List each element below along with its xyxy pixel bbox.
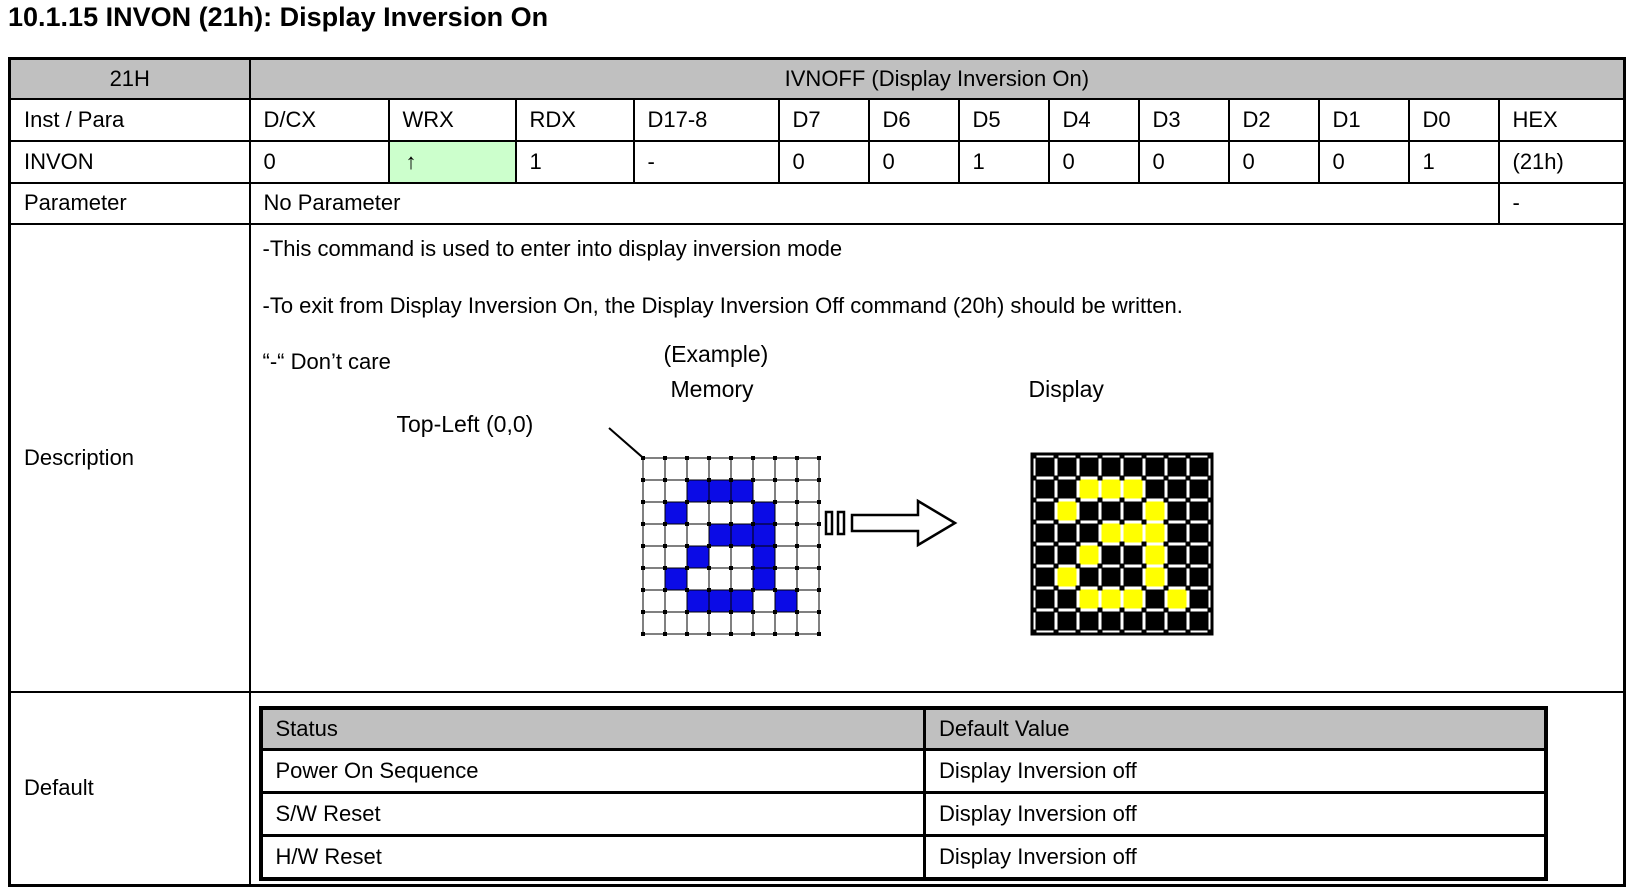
status-cell: Power On Sequence	[259, 748, 926, 795]
default-content-cell: Status Default Value Power On Sequence D…	[248, 690, 1626, 887]
col-header-d6: D6	[867, 97, 960, 142]
command-name-cell: IVNOFF (Display Inversion On)	[248, 57, 1626, 100]
col-header-d7: D7	[777, 97, 870, 142]
invon-bit-d1: 0	[1317, 139, 1410, 184]
default-value-cell: Display Inversion off	[923, 748, 1547, 795]
inversion-arrow-icon	[823, 497, 958, 549]
invon-bit-d5: 1	[957, 139, 1050, 184]
page-title: 10.1.15 INVON (21h): Display Inversion O…	[8, 2, 549, 32]
table-row: Power On Sequence Display Inversion off	[259, 748, 1547, 795]
column-header-row: Inst / Para D/CX WRX RDX D17-8 D7 D6 D5 …	[8, 97, 1626, 142]
invon-rdx-cell: 1	[514, 139, 635, 184]
col-header-d0: D0	[1407, 97, 1500, 142]
table-row: S/W Reset Display Inversion off	[259, 791, 1547, 838]
invon-wrx-cell: ↑	[387, 139, 517, 184]
command-header-row: 21H IVNOFF (Display Inversion On)	[8, 57, 1626, 100]
default-label-cell: Default	[8, 690, 251, 887]
default-value-cell: Display Inversion off	[923, 791, 1547, 838]
status-cell: S/W Reset	[259, 791, 926, 838]
invon-d17-8-cell: -	[632, 139, 780, 184]
col-header-d2: D2	[1227, 97, 1320, 142]
invon-label-cell: INVON	[8, 139, 251, 184]
parameter-label-cell: Parameter	[8, 181, 251, 225]
invon-dcx-cell: 0	[248, 139, 390, 184]
description-row: Description -This command is used to ent…	[8, 222, 1626, 693]
description-line-1: -This command is used to enter into disp…	[262, 235, 843, 261]
description-line-2: -To exit from Display Inversion On, the …	[262, 292, 1183, 318]
col-header-d3: D3	[1137, 97, 1230, 142]
top-left-origin-label: Top-Left (0,0)	[396, 410, 534, 437]
parameter-row: Parameter No Parameter -	[8, 181, 1626, 225]
col-header-wrx: WRX	[387, 97, 517, 142]
parameter-hex-cell: -	[1497, 181, 1626, 225]
description-content-cell: -This command is used to enter into disp…	[248, 222, 1626, 693]
parameter-value-cell: No Parameter	[248, 181, 1500, 225]
default-table-header-row: Status Default Value	[259, 706, 1547, 752]
default-value-header-cell: Default Value	[923, 706, 1547, 752]
description-label-cell: Description	[8, 222, 251, 693]
example-label: (Example)	[663, 340, 769, 367]
command-table: 21H IVNOFF (Display Inversion On) Inst /…	[8, 57, 1627, 887]
invon-bit-d3: 0	[1137, 139, 1230, 184]
table-row: H/W Reset Display Inversion off	[259, 834, 1547, 881]
invon-bit-d0: 1	[1407, 139, 1500, 184]
invon-row: INVON 0 ↑ 1 - 0 0 1 0 0 0 0 1 (21h)	[8, 139, 1626, 184]
rising-edge-arrow-icon: ↑	[405, 148, 417, 174]
default-values-table: Status Default Value Power On Sequence D…	[258, 705, 1548, 881]
status-cell: H/W Reset	[259, 834, 926, 881]
display-pixel-grid	[1029, 451, 1214, 636]
invon-bit-d7: 0	[777, 139, 870, 184]
display-label: Display	[1028, 375, 1104, 402]
invon-hex-cell: (21h)	[1497, 139, 1626, 184]
col-header-rdx: RDX	[514, 97, 635, 142]
col-header-d17-8: D17-8	[632, 97, 780, 142]
default-value-cell: Display Inversion off	[923, 834, 1547, 881]
command-code-cell: 21H	[8, 57, 251, 100]
dont-care-note: “-“ Don’t care	[262, 348, 391, 374]
memory-pixel-grid	[639, 454, 823, 638]
invon-bit-d4: 0	[1047, 139, 1140, 184]
col-header-dcx: D/CX	[248, 97, 390, 142]
col-header-d4: D4	[1047, 97, 1140, 142]
status-header-cell: Status	[259, 706, 926, 752]
col-header-d5: D5	[957, 97, 1050, 142]
col-header-inst-para: Inst / Para	[8, 97, 251, 142]
default-row: Default Status Default Value Power On Se…	[8, 690, 1626, 887]
invon-bit-d6: 0	[867, 139, 960, 184]
col-header-hex: HEX	[1497, 97, 1626, 142]
memory-label: Memory	[670, 375, 754, 402]
col-header-d1: D1	[1317, 97, 1410, 142]
invon-bit-d2: 0	[1227, 139, 1320, 184]
